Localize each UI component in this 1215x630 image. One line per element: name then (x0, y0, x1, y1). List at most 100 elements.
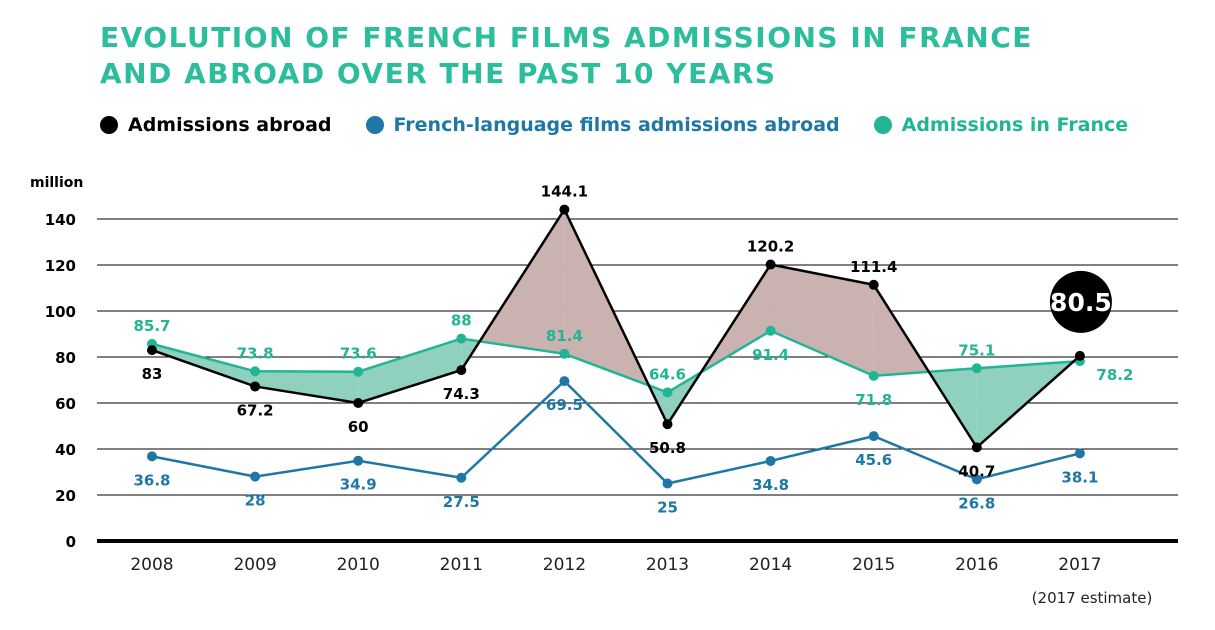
y-axis-label: million (30, 175, 83, 191)
y-tick-label: 120 (45, 257, 76, 275)
chart-title-line-2: AND ABROAD OVER THE PAST 10 YEARS (100, 57, 777, 90)
series-line (151, 379, 1081, 485)
data-label: 111.4 (850, 258, 897, 276)
y-tick-label: 0 (66, 533, 76, 551)
data-point (971, 363, 982, 374)
y-tick-label: 40 (55, 441, 76, 459)
x-tick-label: 2009 (233, 555, 276, 575)
y-tick-label: 100 (45, 303, 76, 321)
legend-item-french-language: French-language films admissions abroad (365, 114, 840, 136)
data-point (868, 279, 879, 290)
data-point (559, 376, 570, 387)
data-label: 71.8 (855, 391, 892, 409)
data-point (147, 451, 157, 462)
x-tick-label: 2010 (337, 555, 380, 575)
data-label: 78.2 (1096, 366, 1133, 384)
area-fill (255, 371, 359, 403)
area-fill (152, 343, 256, 387)
data-label: 36.8 (133, 471, 170, 489)
area-fill (479, 209, 565, 354)
data-label: 64.6 (649, 365, 686, 383)
series-line (151, 207, 1081, 450)
legend-label: French-language films admissions abroad (393, 114, 840, 136)
area-fill (358, 338, 462, 403)
data-label: 26.8 (958, 494, 995, 512)
data-label: 80.5 (1050, 288, 1112, 317)
data-label: 75.1 (958, 341, 995, 359)
legend-item-admissions-abroad: Admissions abroad (100, 114, 332, 136)
data-label: 88 (451, 312, 472, 330)
x-tick-label: 2017 (1058, 555, 1101, 575)
data-point (765, 455, 776, 466)
footnote: (2017 estimate) (1032, 589, 1153, 607)
y-tick-label: 80 (55, 349, 76, 367)
data-label: 25 (657, 499, 678, 517)
legend-dot-icon (100, 116, 118, 134)
data-label: 38.1 (1061, 468, 1098, 486)
area-fill (770, 264, 874, 376)
data-point (971, 442, 982, 453)
x-tick-label: 2012 (543, 555, 586, 575)
data-point (353, 455, 364, 466)
data-label: 67.2 (237, 401, 274, 419)
data-point (353, 398, 364, 408)
y-tick-label: 20 (55, 487, 76, 505)
data-label: 91.4 (752, 346, 789, 364)
x-tick-label: 2008 (130, 555, 173, 575)
data-point (353, 366, 364, 377)
data-label: 81.4 (546, 327, 583, 345)
data-point (971, 474, 982, 485)
x-tick-label: 2011 (440, 555, 483, 575)
data-label: 27.5 (443, 493, 480, 511)
legend-label: Admissions abroad (128, 114, 332, 136)
data-label: 144.1 (541, 183, 588, 201)
legend-label: Admissions in France (901, 114, 1129, 136)
data-point (147, 345, 157, 356)
data-label: 34.8 (752, 476, 789, 494)
data-label: 45.6 (855, 451, 892, 469)
data-point (662, 478, 673, 489)
data-point (250, 366, 261, 377)
legend-item-admissions-france: Admissions in France (873, 114, 1129, 136)
data-label: 85.7 (133, 317, 170, 335)
data-point (456, 472, 467, 483)
data-point (250, 381, 261, 392)
data-point (765, 325, 776, 336)
x-tick-label: 2015 (852, 555, 895, 575)
data-label: 60 (348, 418, 369, 436)
series-line (151, 329, 1080, 394)
data-point (1074, 448, 1085, 459)
data-label: 73.8 (237, 344, 274, 362)
data-label: 120.2 (747, 238, 794, 256)
data-label: 40.7 (958, 462, 995, 480)
x-tick-label: 2013 (646, 555, 689, 575)
data-label: 83 (142, 365, 163, 383)
chart-title: EVOLUTION OF FRENCH FILMS ADMISSIONS IN … (100, 20, 1033, 92)
data-point (868, 431, 879, 442)
data-point (662, 387, 673, 398)
y-tick-label: 140 (45, 211, 76, 229)
legend-dot-icon (365, 116, 384, 134)
chart-title-line-1: EVOLUTION OF FRENCH FILMS ADMISSIONS IN … (100, 21, 1033, 54)
data-point (662, 419, 673, 430)
highlight-bubble (1049, 270, 1112, 333)
legend: Admissions abroad French-language films … (100, 114, 1128, 136)
data-point (765, 259, 776, 270)
data-point (559, 204, 570, 215)
legend-dot-icon (873, 116, 892, 134)
data-label: 74.3 (443, 385, 480, 403)
data-label: 69.5 (546, 396, 583, 414)
data-label: 28 (245, 492, 266, 510)
y-tick-label: 60 (55, 395, 76, 413)
data-label: 73.6 (340, 345, 377, 363)
data-point (456, 365, 467, 376)
x-tick-label: 2014 (749, 555, 792, 575)
data-point (1074, 350, 1085, 361)
data-point (559, 348, 570, 359)
data-point (456, 333, 467, 344)
data-point (250, 471, 261, 482)
data-label: 50.8 (649, 439, 686, 457)
data-label: 34.9 (340, 476, 377, 494)
x-tick-label: 2016 (955, 555, 998, 575)
